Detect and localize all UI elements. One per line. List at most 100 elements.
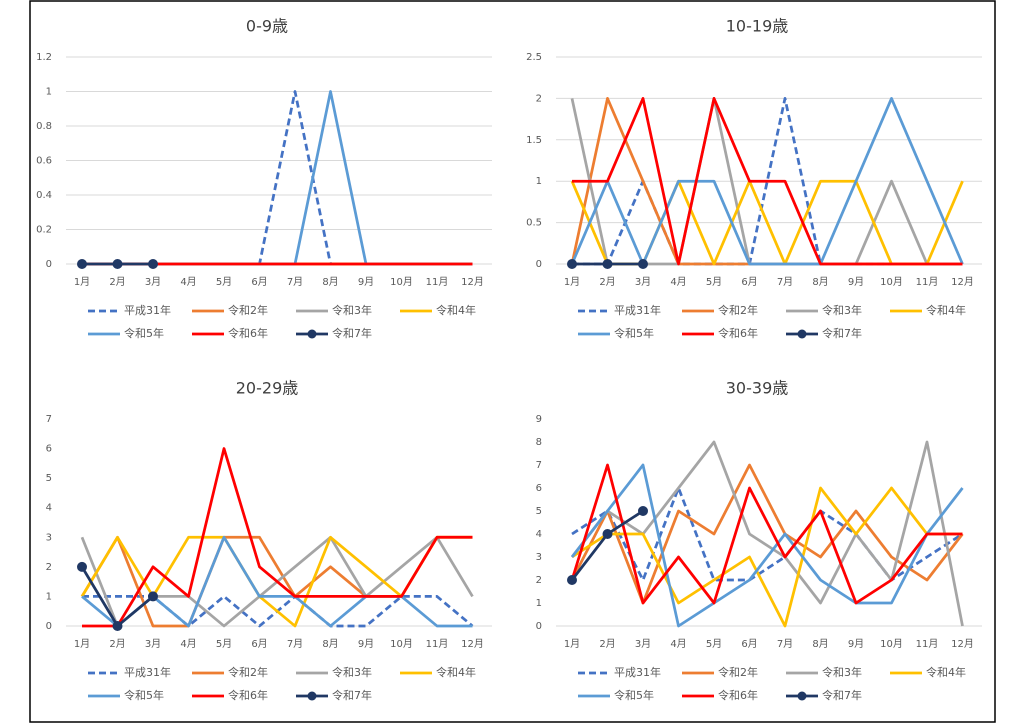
series-line xyxy=(570,463,964,628)
chart-title: 20-29歳 xyxy=(236,379,299,398)
y-tick-label: 3 xyxy=(46,532,52,543)
series-line xyxy=(572,97,963,266)
x-tick-label: 11月 xyxy=(426,276,449,288)
x-tick-label: 1月 xyxy=(74,276,90,288)
point-marker xyxy=(602,259,613,269)
series-line xyxy=(570,97,964,266)
x-tick-label: 4月 xyxy=(180,638,196,650)
legend-marker xyxy=(797,691,807,701)
point-marker xyxy=(148,591,158,602)
x-tick-label: 8月 xyxy=(812,276,828,288)
x-tick-label: 6月 xyxy=(741,638,757,650)
series-line xyxy=(82,447,473,628)
legend-label: 令和4年 xyxy=(926,665,966,679)
legend-label: 令和5年 xyxy=(124,326,164,340)
legend-label: 令和4年 xyxy=(436,303,476,317)
x-tick-label: 3月 xyxy=(635,638,651,650)
x-tick-label: 7月 xyxy=(287,638,303,650)
legend-label: 令和6年 xyxy=(228,326,268,340)
y-tick-label: 9 xyxy=(536,414,542,425)
point-marker xyxy=(112,259,123,269)
x-tick-label: 11月 xyxy=(426,638,449,650)
y-tick-label: 0 xyxy=(46,621,52,632)
legend-label: 令和2年 xyxy=(228,303,268,317)
x-tick-label: 8月 xyxy=(322,276,338,288)
y-tick-label: 4 xyxy=(536,529,542,540)
point-marker xyxy=(567,575,577,585)
y-tick-label: 1.5 xyxy=(526,135,542,146)
y-tick-label: 5 xyxy=(46,473,52,484)
point-marker xyxy=(638,259,648,269)
x-tick-label: 2月 xyxy=(599,276,615,288)
legend-label: 令和2年 xyxy=(718,303,758,317)
legend-label: 令和6年 xyxy=(718,326,758,340)
y-tick-label: 5 xyxy=(536,506,542,517)
legend-label: 令和6年 xyxy=(718,688,758,702)
legend-label: 平成31年 xyxy=(124,303,171,317)
x-tick-label: 6月 xyxy=(251,276,267,288)
legend-label: 令和3年 xyxy=(822,665,862,679)
x-tick-label: 10月 xyxy=(880,276,903,288)
series-line xyxy=(572,97,963,266)
y-tick-label: 7 xyxy=(536,460,542,471)
legend-label: 令和5年 xyxy=(614,326,654,340)
x-tick-label: 3月 xyxy=(635,276,651,288)
chart-title: 30-39歳 xyxy=(726,379,789,398)
y-tick-label: 2 xyxy=(536,575,542,586)
y-tick-label: 3 xyxy=(536,552,542,563)
x-tick-label: 6月 xyxy=(741,276,757,288)
series-line xyxy=(571,486,963,628)
point-marker xyxy=(602,529,613,539)
series-line xyxy=(82,90,473,266)
legend-label: 令和3年 xyxy=(332,665,372,679)
x-tick-label: 8月 xyxy=(812,638,828,650)
x-tick-label: 11月 xyxy=(916,638,939,650)
x-tick-label: 5月 xyxy=(706,638,722,650)
y-tick-label: 0.4 xyxy=(36,190,52,201)
x-tick-label: 8月 xyxy=(322,638,338,650)
series-line xyxy=(570,463,963,605)
legend-label: 令和6年 xyxy=(228,688,268,702)
x-tick-label: 4月 xyxy=(180,276,196,288)
y-tick-label: 0 xyxy=(536,259,542,270)
x-tick-label: 7月 xyxy=(777,638,793,650)
legend-label: 平成31年 xyxy=(614,303,661,317)
legend-label: 令和7年 xyxy=(332,688,372,702)
legend-label: 令和4年 xyxy=(926,303,966,317)
point-marker xyxy=(112,621,123,631)
y-tick-label: 0.6 xyxy=(36,156,52,167)
x-tick-label: 11月 xyxy=(916,276,939,288)
legend-label: 令和2年 xyxy=(228,665,268,679)
point-marker xyxy=(638,506,648,516)
x-tick-label: 12月 xyxy=(951,276,974,288)
x-tick-label: 2月 xyxy=(109,276,125,288)
legend-label: 令和4年 xyxy=(436,665,476,679)
x-tick-label: 1月 xyxy=(564,276,580,288)
y-tick-label: 0.2 xyxy=(36,225,52,236)
x-tick-label: 10月 xyxy=(880,638,903,650)
x-tick-label: 10月 xyxy=(390,638,413,650)
x-tick-label: 2月 xyxy=(599,638,615,650)
x-tick-label: 5月 xyxy=(216,638,232,650)
x-tick-label: 6月 xyxy=(251,638,267,650)
x-tick-label: 3月 xyxy=(145,638,161,650)
x-tick-label: 3月 xyxy=(145,276,161,288)
x-tick-label: 12月 xyxy=(951,638,974,650)
point-marker xyxy=(148,259,158,269)
x-tick-label: 9月 xyxy=(848,276,864,288)
series-line xyxy=(570,440,964,627)
legend-label: 平成31年 xyxy=(614,665,661,679)
point-marker xyxy=(77,561,87,572)
x-tick-label: 7月 xyxy=(777,276,793,288)
y-tick-label: 4 xyxy=(46,503,52,514)
point-marker xyxy=(567,259,577,269)
x-tick-label: 12月 xyxy=(461,638,484,650)
chart-title: 10-19歳 xyxy=(726,17,789,36)
legend-marker xyxy=(307,691,317,701)
y-tick-label: 1 xyxy=(46,87,52,98)
chart-title: 0-9歳 xyxy=(246,17,288,36)
y-tick-label: 8 xyxy=(536,437,542,448)
y-tick-label: 6 xyxy=(46,444,52,455)
legend-label: 令和3年 xyxy=(822,303,862,317)
y-tick-label: 2 xyxy=(46,562,52,573)
